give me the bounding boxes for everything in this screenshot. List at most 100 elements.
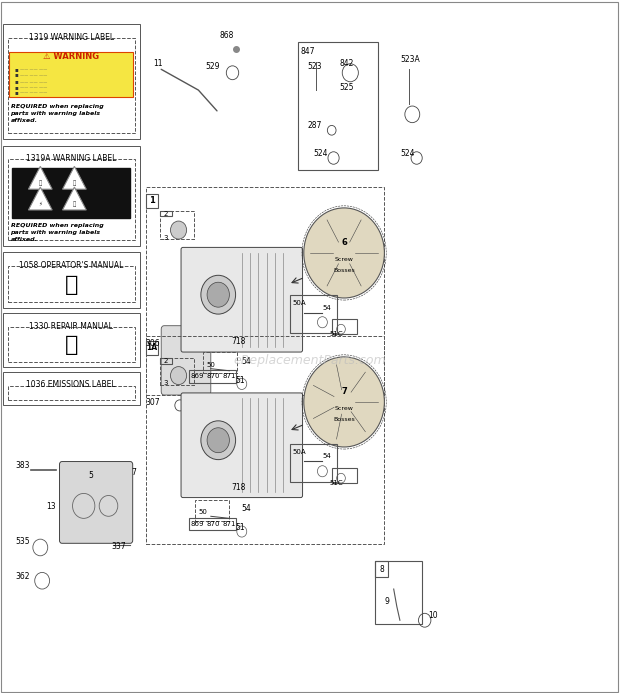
Text: 3: 3 <box>163 235 167 240</box>
Text: 1319 WARNING LABEL: 1319 WARNING LABEL <box>29 33 114 42</box>
Text: 718: 718 <box>231 483 246 492</box>
Text: 3: 3 <box>163 380 167 386</box>
Text: 868: 868 <box>219 31 234 40</box>
Text: —— —— ——: —— —— —— <box>20 73 48 77</box>
Text: 1058 OPERATOR'S MANUAL: 1058 OPERATOR'S MANUAL <box>19 261 123 270</box>
Text: 847: 847 <box>301 47 315 56</box>
Text: Screw: Screw <box>335 257 353 263</box>
FancyBboxPatch shape <box>60 462 133 543</box>
Text: 54: 54 <box>322 453 331 459</box>
Text: 1: 1 <box>149 197 155 205</box>
Text: —— —— ——: —— —— —— <box>20 85 48 89</box>
Text: ⚡: ⚡ <box>38 202 42 207</box>
Text: 718: 718 <box>231 337 246 346</box>
Text: 54: 54 <box>322 306 331 311</box>
Text: 50: 50 <box>206 362 215 368</box>
Text: 📖: 📖 <box>64 335 78 355</box>
FancyBboxPatch shape <box>9 52 133 97</box>
Text: 54: 54 <box>242 357 252 366</box>
Polygon shape <box>63 187 86 210</box>
Text: ▪: ▪ <box>14 72 18 78</box>
Text: 9: 9 <box>384 597 389 606</box>
Text: 535: 535 <box>15 537 30 546</box>
Bar <box>12 168 130 218</box>
Text: 287: 287 <box>308 121 322 130</box>
Text: REQUIRED when replacing: REQUIRED when replacing <box>11 104 104 109</box>
Text: 307: 307 <box>145 398 160 407</box>
Text: affixed.: affixed. <box>11 236 38 242</box>
Polygon shape <box>63 166 86 189</box>
Text: 870: 870 <box>206 521 220 527</box>
Circle shape <box>304 208 384 298</box>
Text: 871: 871 <box>223 374 236 379</box>
Text: 13: 13 <box>46 502 56 511</box>
Text: 523: 523 <box>308 62 322 71</box>
Text: 7: 7 <box>131 468 136 477</box>
Text: ▪: ▪ <box>14 85 18 90</box>
Text: ▪: ▪ <box>14 89 18 95</box>
Text: 6: 6 <box>341 238 347 247</box>
Text: ⚠ WARNING: ⚠ WARNING <box>43 53 99 61</box>
Text: 1036 EMISSIONS LABEL: 1036 EMISSIONS LABEL <box>27 380 116 389</box>
Text: 383: 383 <box>16 461 30 470</box>
Text: 842: 842 <box>340 59 354 68</box>
Text: 306: 306 <box>145 340 160 349</box>
Circle shape <box>170 221 187 239</box>
Circle shape <box>170 367 187 385</box>
Text: 10: 10 <box>428 611 438 620</box>
Text: ▪: ▪ <box>14 79 18 85</box>
Text: —— —— ——: —— —— —— <box>20 67 48 71</box>
Text: ▪: ▪ <box>14 67 18 72</box>
Text: 1A: 1A <box>146 344 157 352</box>
Text: 2: 2 <box>163 358 167 364</box>
Text: 524: 524 <box>313 149 327 158</box>
Text: 523A: 523A <box>400 55 420 64</box>
Text: 524: 524 <box>400 149 414 158</box>
Text: —— —— ——: —— —— —— <box>20 80 48 84</box>
Text: ⛰: ⛰ <box>73 181 76 186</box>
Circle shape <box>207 428 229 453</box>
Text: 2: 2 <box>163 211 167 217</box>
Text: 51C: 51C <box>330 331 343 337</box>
Text: 337: 337 <box>112 542 126 551</box>
Text: 🔩: 🔩 <box>73 202 76 207</box>
Text: 50: 50 <box>198 509 207 515</box>
Text: 7: 7 <box>341 387 347 396</box>
Text: affixed.: affixed. <box>11 118 38 123</box>
Text: 8: 8 <box>379 565 384 574</box>
Circle shape <box>304 357 384 447</box>
Text: 5: 5 <box>88 471 93 480</box>
Text: 54: 54 <box>242 505 252 514</box>
Text: Bosses: Bosses <box>333 267 355 273</box>
Text: parts with warning labels: parts with warning labels <box>11 229 100 235</box>
Text: 869: 869 <box>190 521 204 527</box>
Text: eReplacementParts.com: eReplacementParts.com <box>234 354 386 367</box>
Text: 871: 871 <box>223 521 236 527</box>
Text: 51: 51 <box>236 523 246 532</box>
Text: 525: 525 <box>340 83 354 92</box>
Text: —— —— ——: —— —— —— <box>20 90 48 94</box>
Text: 50A: 50A <box>293 449 306 455</box>
Text: Screw: Screw <box>335 406 353 412</box>
Text: 51: 51 <box>236 376 246 385</box>
Text: 1319A WARNING LABEL: 1319A WARNING LABEL <box>26 154 117 163</box>
FancyBboxPatch shape <box>161 326 211 395</box>
Circle shape <box>201 421 236 459</box>
Circle shape <box>201 275 236 314</box>
Polygon shape <box>29 166 52 189</box>
Text: 📖: 📖 <box>64 275 78 295</box>
Text: 1330 REPAIR MANUAL: 1330 REPAIR MANUAL <box>29 322 113 331</box>
Polygon shape <box>29 187 52 210</box>
Text: 362: 362 <box>16 572 30 581</box>
Text: 870: 870 <box>206 374 220 379</box>
FancyBboxPatch shape <box>181 247 303 352</box>
Text: 11: 11 <box>153 59 163 68</box>
Circle shape <box>207 282 229 307</box>
Text: 🔧: 🔧 <box>38 181 42 186</box>
Text: 869: 869 <box>190 374 204 379</box>
Text: Bosses: Bosses <box>333 416 355 422</box>
Text: parts with warning labels: parts with warning labels <box>11 111 100 116</box>
Text: 50A: 50A <box>293 300 306 306</box>
Text: 529: 529 <box>206 62 220 71</box>
Text: 51C: 51C <box>330 480 343 486</box>
